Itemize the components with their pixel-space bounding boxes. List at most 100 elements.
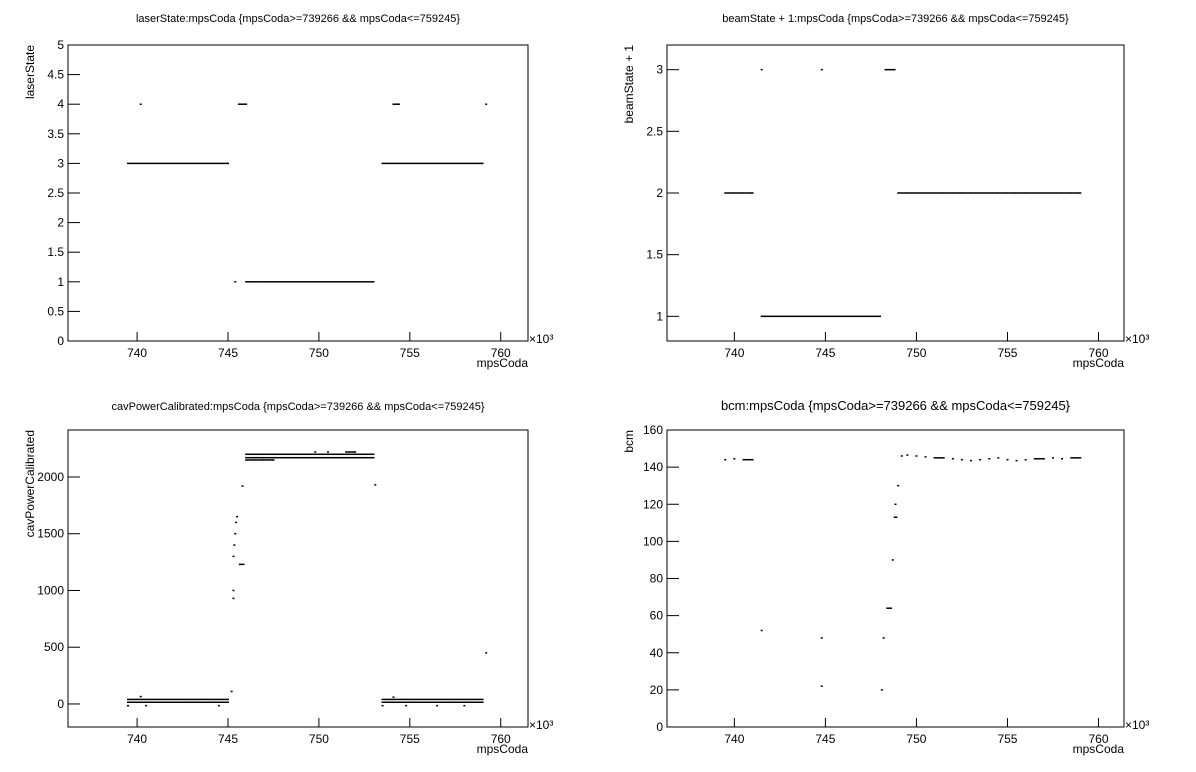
data-point [951, 458, 954, 460]
chart-panel: laserState:mpsCoda {mpsCoda>=739266 && m… [23, 13, 553, 370]
data-point [145, 701, 155, 704]
data-point [290, 456, 301, 459]
data-point [960, 458, 963, 461]
y-tick-label: 100 [643, 534, 663, 548]
plot-frame [67, 44, 529, 342]
data-point [472, 162, 483, 165]
data-point [1070, 457, 1080, 459]
data-point [127, 701, 137, 704]
data-point [314, 451, 317, 453]
data-point [234, 532, 237, 535]
data-point [891, 559, 894, 561]
data-point [408, 701, 419, 704]
data-point [933, 457, 944, 459]
data-point [787, 315, 798, 318]
data-point [374, 484, 377, 486]
data-point [880, 689, 883, 691]
data-point [417, 701, 428, 704]
data-point [217, 698, 228, 701]
data-point [397, 103, 400, 105]
data-point [454, 162, 464, 165]
data-point [1070, 192, 1080, 194]
data-point [820, 68, 823, 71]
data-point [327, 456, 337, 459]
data-point [232, 555, 235, 558]
data-point [381, 698, 392, 701]
y-tick-label: 3.5 [47, 127, 64, 141]
chart-panel: cavPowerCalibrated:mpsCoda {mpsCoda>=739… [23, 401, 553, 756]
data-point [263, 459, 273, 461]
data-point [372, 456, 375, 459]
data-point [290, 281, 301, 283]
data-point [181, 698, 192, 701]
data-point [308, 281, 319, 283]
data-point [272, 459, 275, 461]
data-point [427, 701, 437, 704]
data-point [317, 281, 328, 283]
data-point [724, 458, 727, 461]
data-point [897, 484, 900, 487]
x-tick-label: 755 [997, 346, 1017, 360]
data-point [815, 315, 825, 318]
data-point [960, 192, 971, 194]
data-point [824, 315, 835, 318]
data-point [436, 704, 439, 707]
chart-title: beamState + 1:mpsCoda {mpsCoda>=739266 &… [722, 13, 1069, 25]
y-axis-label: laserState [23, 45, 37, 99]
data-point [1006, 458, 1009, 461]
y-tick-label: 0 [57, 697, 64, 711]
data-point [408, 162, 419, 165]
chart-title: laserState:mpsCoda {mpsCoda>=739266 && m… [136, 13, 460, 25]
data-point [145, 704, 148, 707]
data-point [163, 701, 173, 704]
x-tick-label: 750 [309, 346, 329, 360]
data-point [820, 685, 823, 687]
data-point [381, 162, 392, 165]
data-point [900, 455, 903, 457]
x-tick-label: 760 [491, 732, 511, 746]
data-point [217, 162, 228, 165]
x-tick-label: 745 [218, 732, 238, 746]
data-point [988, 458, 991, 460]
data-point [345, 453, 355, 456]
data-point [127, 698, 137, 701]
data-point [345, 451, 355, 453]
data-point [163, 162, 173, 165]
data-point [281, 453, 292, 456]
data-point [882, 637, 885, 639]
data-point [742, 458, 753, 461]
y-tick-label: 5 [57, 38, 64, 52]
data-point [436, 698, 446, 701]
data-point [272, 281, 283, 283]
data-point [445, 162, 455, 165]
x-tick-label: 750 [309, 732, 329, 746]
data-point [245, 281, 255, 283]
data-point [154, 701, 164, 704]
data-point [445, 701, 455, 704]
data-point [254, 453, 264, 456]
y-tick-label: 20 [650, 683, 664, 697]
data-point [485, 652, 488, 654]
y-tick-label: 0.5 [47, 304, 64, 318]
data-point [163, 698, 173, 701]
data-point [232, 597, 235, 600]
data-point [336, 456, 346, 459]
data-point [145, 162, 155, 165]
x-tick-label: 760 [491, 346, 511, 360]
data-point [154, 698, 164, 701]
y-tick-label: 1 [57, 275, 64, 289]
data-point [392, 696, 395, 698]
data-point [127, 162, 137, 165]
data-point [145, 698, 155, 701]
x-tick-label: 750 [906, 346, 926, 360]
data-point [463, 701, 473, 704]
data-point [970, 192, 980, 194]
y-tick-label: 1000 [37, 583, 64, 597]
data-point [1024, 192, 1035, 194]
data-point [970, 459, 973, 462]
data-point [733, 192, 743, 194]
data-point [894, 503, 897, 505]
data-point [472, 701, 483, 704]
data-point [1033, 192, 1044, 194]
data-point [245, 456, 255, 459]
